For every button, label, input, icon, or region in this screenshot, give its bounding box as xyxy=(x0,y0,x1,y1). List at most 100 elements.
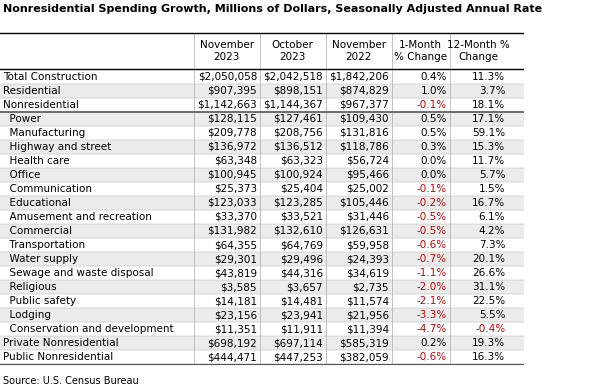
Bar xyxy=(0,322,524,336)
Text: $11,351: $11,351 xyxy=(214,324,257,334)
Text: 11.7%: 11.7% xyxy=(472,156,505,166)
Text: Health care: Health care xyxy=(2,156,69,166)
Text: Amusement and recreation: Amusement and recreation xyxy=(2,212,151,222)
Text: 0.5%: 0.5% xyxy=(421,128,447,138)
Text: 31.1%: 31.1% xyxy=(472,282,505,292)
Text: $3,585: $3,585 xyxy=(221,282,257,292)
Text: $43,819: $43,819 xyxy=(214,268,257,278)
Text: 16.7%: 16.7% xyxy=(472,198,505,208)
Text: 20.1%: 20.1% xyxy=(472,254,505,264)
Bar xyxy=(0,210,524,224)
Text: $967,377: $967,377 xyxy=(339,100,389,110)
Text: $24,393: $24,393 xyxy=(346,254,389,264)
Text: 0.4%: 0.4% xyxy=(421,71,447,81)
Text: $382,059: $382,059 xyxy=(340,352,389,362)
Bar xyxy=(0,69,524,83)
Text: Office: Office xyxy=(2,170,40,180)
Text: 4.2%: 4.2% xyxy=(479,226,505,236)
Text: -0.1%: -0.1% xyxy=(417,100,447,110)
Text: 0.0%: 0.0% xyxy=(421,170,447,180)
Text: $697,114: $697,114 xyxy=(273,338,323,348)
Bar xyxy=(0,294,524,308)
Text: $59,958: $59,958 xyxy=(346,240,389,250)
Text: 17.1%: 17.1% xyxy=(472,113,505,124)
Text: November
2022: November 2022 xyxy=(332,40,386,63)
Text: -0.1%: -0.1% xyxy=(417,184,447,194)
Text: $874,829: $874,829 xyxy=(339,86,389,96)
Text: October
2023: October 2023 xyxy=(272,40,314,63)
Text: $208,756: $208,756 xyxy=(274,128,323,138)
Text: Public safety: Public safety xyxy=(2,296,76,306)
Text: 19.3%: 19.3% xyxy=(472,338,505,348)
Text: $23,156: $23,156 xyxy=(214,310,257,320)
Bar xyxy=(0,280,524,294)
Text: 0.0%: 0.0% xyxy=(421,156,447,166)
Text: $63,348: $63,348 xyxy=(214,156,257,166)
Text: Private Nonresidential: Private Nonresidential xyxy=(2,338,118,348)
Text: $44,316: $44,316 xyxy=(280,268,323,278)
Text: Residential: Residential xyxy=(2,86,60,96)
Text: 26.6%: 26.6% xyxy=(472,268,505,278)
Text: $2,735: $2,735 xyxy=(352,282,389,292)
Text: $33,370: $33,370 xyxy=(214,212,257,222)
Text: $2,050,058: $2,050,058 xyxy=(197,71,257,81)
Text: $126,631: $126,631 xyxy=(339,226,389,236)
Text: $1,142,663: $1,142,663 xyxy=(197,100,257,110)
Text: Communication: Communication xyxy=(2,184,92,194)
Text: -0.5%: -0.5% xyxy=(417,226,447,236)
Text: $25,404: $25,404 xyxy=(280,184,323,194)
Text: -1.1%: -1.1% xyxy=(417,268,447,278)
Text: $64,769: $64,769 xyxy=(280,240,323,250)
Text: $100,945: $100,945 xyxy=(208,170,257,180)
Text: $118,786: $118,786 xyxy=(339,142,389,152)
Text: $25,373: $25,373 xyxy=(214,184,257,194)
Text: -0.6%: -0.6% xyxy=(417,352,447,362)
Text: -0.6%: -0.6% xyxy=(417,240,447,250)
Text: $33,521: $33,521 xyxy=(280,212,323,222)
Text: 1.0%: 1.0% xyxy=(421,86,447,96)
Text: $447,253: $447,253 xyxy=(273,352,323,362)
Bar xyxy=(0,266,524,280)
Text: Public Nonresidential: Public Nonresidential xyxy=(2,352,113,362)
Text: 16.3%: 16.3% xyxy=(472,352,505,362)
Text: -0.2%: -0.2% xyxy=(417,198,447,208)
Text: $444,471: $444,471 xyxy=(208,352,257,362)
Text: Conservation and development: Conservation and development xyxy=(2,324,173,334)
Text: $100,924: $100,924 xyxy=(274,170,323,180)
Text: Sewage and waste disposal: Sewage and waste disposal xyxy=(2,268,153,278)
Text: $29,496: $29,496 xyxy=(280,254,323,264)
Bar xyxy=(0,168,524,182)
Bar xyxy=(0,238,524,252)
Text: $105,446: $105,446 xyxy=(340,198,389,208)
Text: $25,002: $25,002 xyxy=(346,184,389,194)
Text: $34,619: $34,619 xyxy=(346,268,389,278)
Text: 3.7%: 3.7% xyxy=(479,86,505,96)
Text: Water supply: Water supply xyxy=(2,254,78,264)
Text: $11,574: $11,574 xyxy=(346,296,389,306)
Bar xyxy=(0,196,524,210)
Text: November
2023: November 2023 xyxy=(200,40,254,63)
Bar xyxy=(0,83,524,98)
Text: $109,430: $109,430 xyxy=(340,113,389,124)
Text: Transportation: Transportation xyxy=(2,240,85,250)
Text: $585,319: $585,319 xyxy=(339,338,389,348)
Text: $136,512: $136,512 xyxy=(273,142,323,152)
Text: Total Construction: Total Construction xyxy=(2,71,97,81)
Text: $209,778: $209,778 xyxy=(208,128,257,138)
Bar xyxy=(0,126,524,140)
Text: $31,446: $31,446 xyxy=(346,212,389,222)
Text: 6.1%: 6.1% xyxy=(479,212,505,222)
Text: $21,956: $21,956 xyxy=(346,310,389,320)
Text: 22.5%: 22.5% xyxy=(472,296,505,306)
Bar xyxy=(0,336,524,350)
Text: 12-Month %
Change: 12-Month % Change xyxy=(448,40,510,63)
Text: -0.4%: -0.4% xyxy=(475,324,505,334)
Text: 59.1%: 59.1% xyxy=(472,128,505,138)
Bar xyxy=(0,350,524,364)
Text: 5.7%: 5.7% xyxy=(479,170,505,180)
Text: $131,982: $131,982 xyxy=(208,226,257,236)
Text: Lodging: Lodging xyxy=(2,310,50,320)
Text: $136,972: $136,972 xyxy=(208,142,257,152)
Text: -2.0%: -2.0% xyxy=(417,282,447,292)
Bar xyxy=(0,308,524,322)
